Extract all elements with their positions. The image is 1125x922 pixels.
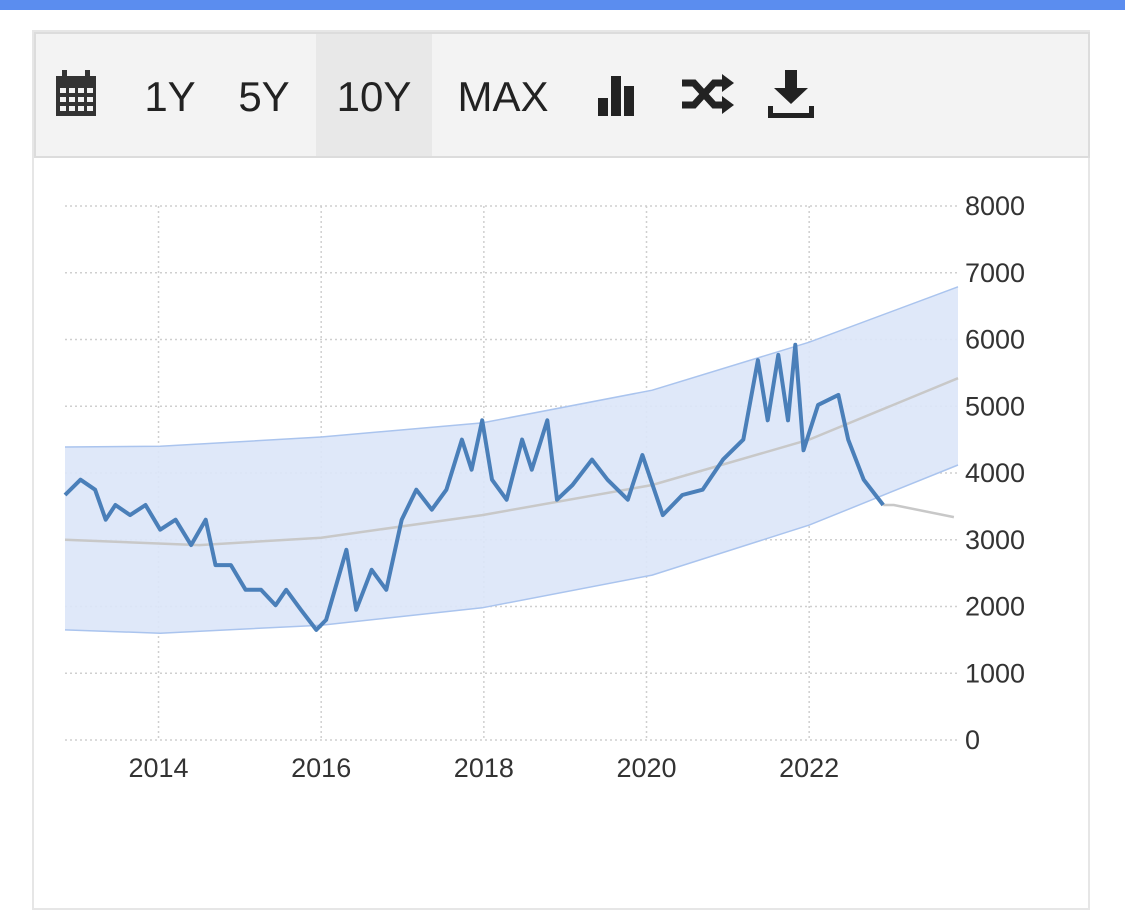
x-tick-label: 2022	[779, 753, 839, 783]
y-tick-label: 3000	[965, 525, 1025, 555]
y-tick-label: 8000	[965, 191, 1025, 221]
calendar-icon[interactable]	[54, 70, 98, 118]
y-tick-label: 7000	[965, 258, 1025, 288]
x-tick-label: 2018	[454, 753, 514, 783]
trend-line	[883, 503, 955, 519]
y-tick-label: 1000	[965, 658, 1025, 688]
bar-chart-icon[interactable]	[596, 72, 640, 118]
download-icon[interactable]	[768, 70, 814, 118]
x-tick-label: 2020	[616, 753, 676, 783]
trend-line	[64, 377, 959, 547]
chart-card	[32, 30, 1090, 910]
toolbar: 1Y 5Y 10Y MAX	[34, 32, 1090, 158]
range-button[interactable]: 5Y	[238, 73, 290, 120]
range-button[interactable]: MAX	[457, 73, 549, 120]
range-button[interactable]: 1Y	[144, 73, 196, 120]
band-lower	[64, 464, 959, 634]
range-button[interactable]: 10Y	[316, 34, 432, 156]
x-tick-label: 2016	[291, 753, 351, 783]
shuffle-icon[interactable]	[680, 74, 736, 114]
x-tick-label: 2014	[128, 753, 188, 783]
price-line	[63, 342, 885, 632]
y-tick-label: 4000	[965, 458, 1025, 488]
top-bar	[0, 0, 1125, 10]
y-tick-label: 6000	[965, 325, 1025, 355]
y-tick-label: 0	[965, 725, 980, 755]
y-tick-label: 2000	[965, 592, 1025, 622]
y-tick-label: 5000	[965, 391, 1025, 421]
band-area	[65, 286, 958, 634]
